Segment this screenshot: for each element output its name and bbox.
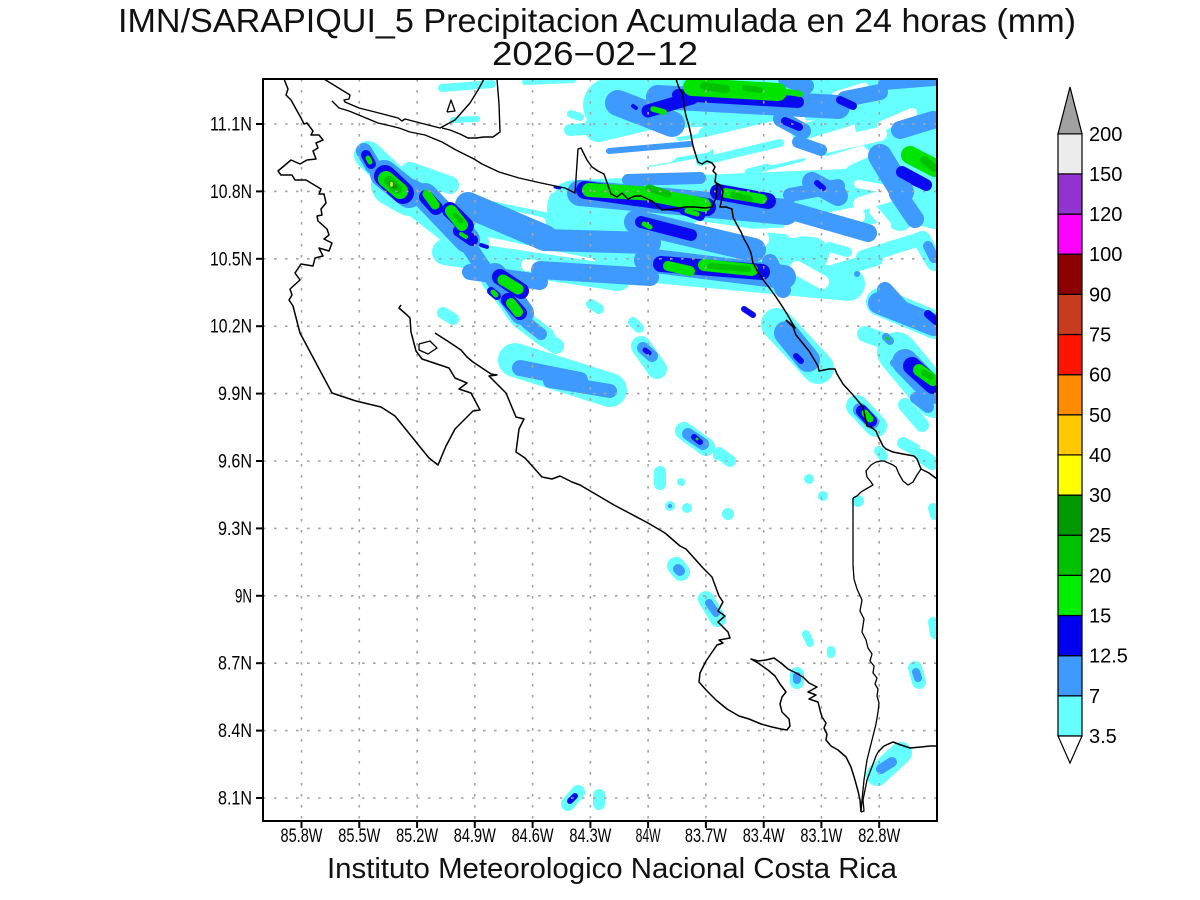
svg-text:8.7N: 8.7N <box>218 654 252 675</box>
svg-text:10.8N: 10.8N <box>210 182 252 203</box>
svg-text:15: 15 <box>1089 606 1111 628</box>
svg-text:84.3W: 84.3W <box>569 826 611 847</box>
svg-text:10.2N: 10.2N <box>210 317 252 338</box>
svg-text:40: 40 <box>1089 445 1111 467</box>
svg-text:83.4W: 83.4W <box>743 826 785 847</box>
svg-text:90: 90 <box>1089 284 1111 306</box>
svg-text:9.9N: 9.9N <box>218 384 252 405</box>
svg-text:7: 7 <box>1089 686 1100 708</box>
svg-text:9.3N: 9.3N <box>218 519 252 540</box>
svg-text:100: 100 <box>1089 244 1122 266</box>
svg-text:120: 120 <box>1089 204 1122 226</box>
svg-text:20: 20 <box>1089 565 1111 587</box>
svg-text:84.9W: 84.9W <box>454 826 496 847</box>
svg-text:200: 200 <box>1089 124 1122 146</box>
svg-text:84.6W: 84.6W <box>512 826 554 847</box>
svg-text:30: 30 <box>1089 485 1111 507</box>
svg-text:2026−02−12: 2026−02−12 <box>492 35 698 72</box>
svg-text:9.6N: 9.6N <box>218 452 252 473</box>
svg-text:85.5W: 85.5W <box>338 826 380 847</box>
svg-text:60: 60 <box>1089 365 1111 387</box>
svg-text:83.1W: 83.1W <box>800 826 842 847</box>
svg-text:12.5: 12.5 <box>1089 646 1128 668</box>
svg-text:85.8W: 85.8W <box>281 826 323 847</box>
svg-text:9N: 9N <box>235 586 252 607</box>
svg-text:8.4N: 8.4N <box>218 721 252 742</box>
svg-text:75: 75 <box>1089 325 1111 347</box>
svg-text:IMN/SARAPIQUI_5 Precipitacion: IMN/SARAPIQUI_5 Precipitacion Acumulada … <box>118 2 1076 39</box>
svg-text:83.7W: 83.7W <box>685 826 727 847</box>
svg-text:3.5: 3.5 <box>1089 726 1117 748</box>
svg-text:8.1N: 8.1N <box>218 789 252 810</box>
svg-text:150: 150 <box>1089 164 1122 186</box>
svg-text:50: 50 <box>1089 405 1111 427</box>
svg-text:25: 25 <box>1089 525 1111 547</box>
svg-text:10.5N: 10.5N <box>210 249 252 270</box>
svg-text:84W: 84W <box>636 826 661 847</box>
svg-text:82.8W: 82.8W <box>858 826 900 847</box>
svg-text:Instituto Meteorologico Nacion: Instituto Meteorologico Nacional Costa R… <box>327 853 898 885</box>
svg-text:11.1N: 11.1N <box>210 115 252 136</box>
svg-text:85.2W: 85.2W <box>396 826 438 847</box>
